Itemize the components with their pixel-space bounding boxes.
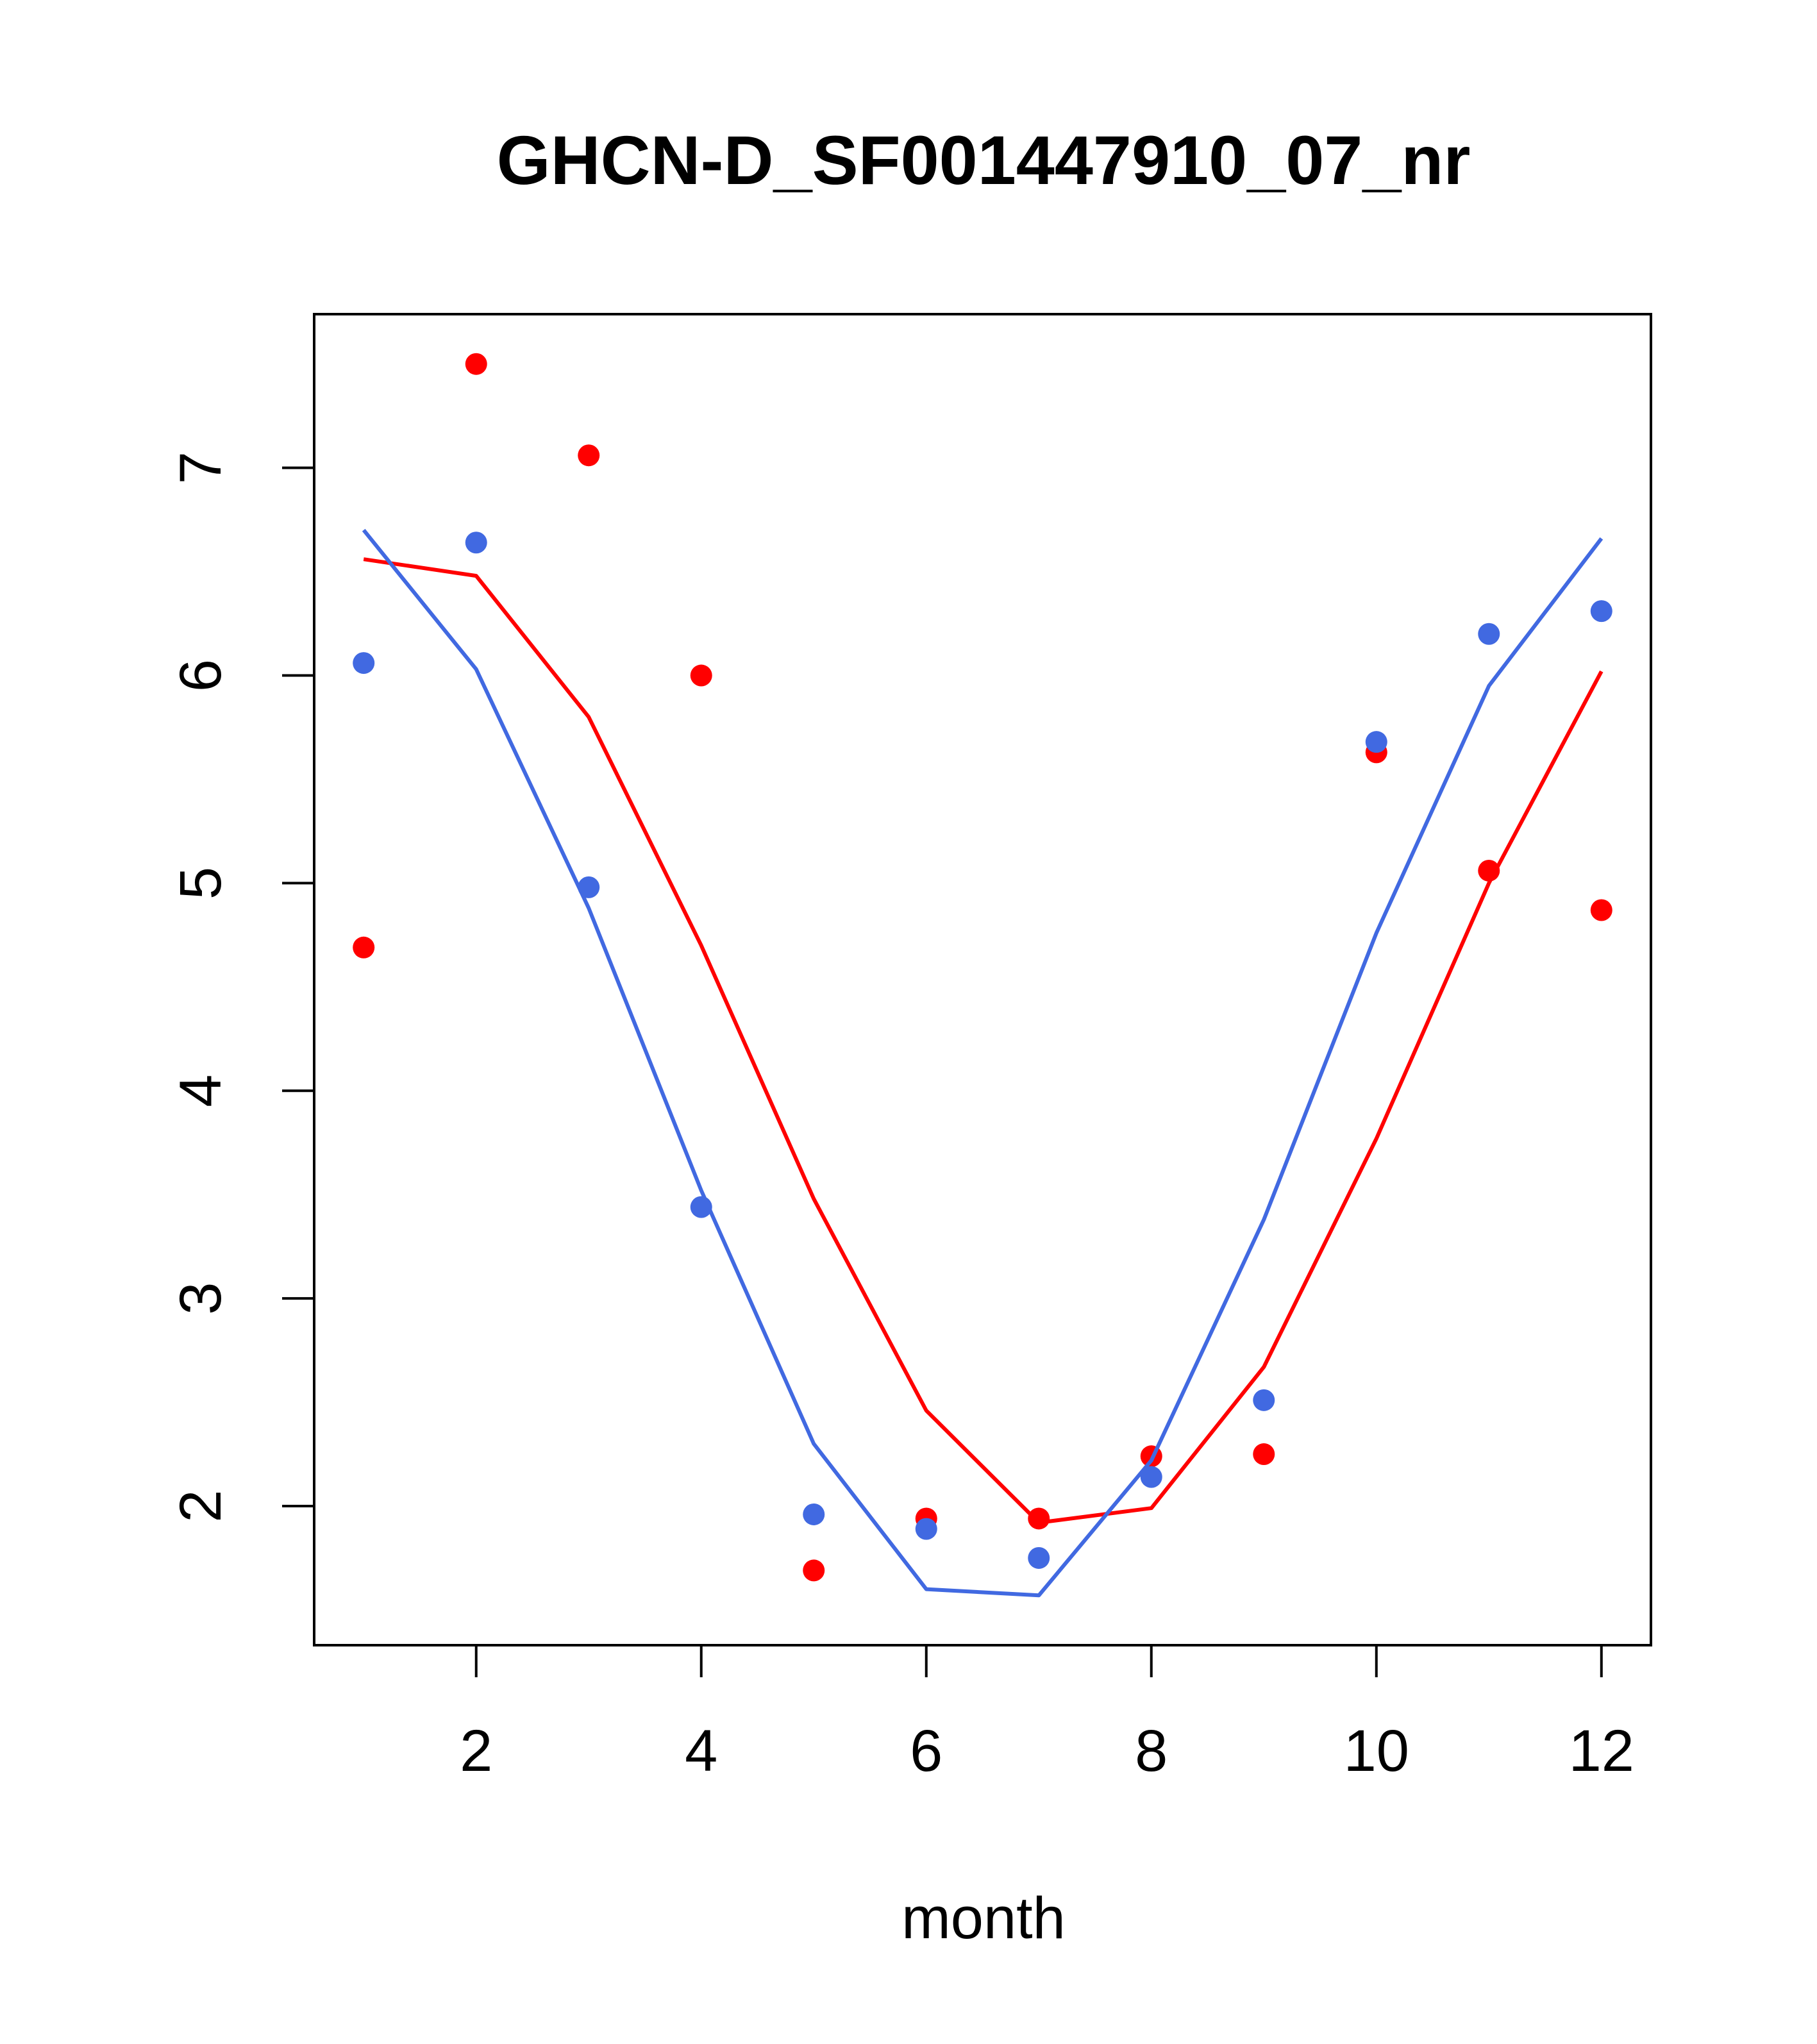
x-tick-label: 2 [460,1718,492,1784]
series-1-point [1028,1507,1050,1530]
series-2-point [465,532,487,554]
series-2-point [1140,1466,1162,1488]
x-tick-label: 6 [910,1718,942,1784]
y-tick-label: 3 [168,1282,233,1315]
x-tick-label: 8 [1135,1718,1168,1784]
series-2-point [690,1196,712,1218]
plot-frame [313,313,1652,1646]
series-1-point [690,664,712,687]
series-1-point [465,353,487,375]
y-tick-label: 7 [168,451,233,484]
series-2-point [915,1518,937,1540]
y-tick-label: 4 [168,1075,233,1107]
series-1-point [578,444,600,467]
series-1-point [1590,899,1612,921]
x-axis-label: month [901,1886,1066,1951]
series-2-point [353,652,375,674]
x-axis: 2 4 6 8 10 12 [460,1645,1634,1784]
y-axis: 2 3 4 5 6 7 [168,451,314,1523]
series-2-point [578,876,600,898]
x-tick-label: 12 [1569,1718,1634,1784]
series-1-point [1253,1443,1275,1466]
series-1-point [803,1559,825,1582]
series-2-point [1590,600,1612,623]
x-tick-label: 4 [685,1718,717,1784]
x-tick-label: 10 [1344,1718,1409,1784]
series-1-point [1478,859,1500,882]
series-2-point [1253,1389,1275,1411]
series-layer [353,353,1612,1598]
y-tick-label: 5 [168,867,233,900]
y-tick-label: 6 [168,659,233,692]
chart-title: GHCN-D_SF001447910_07_nr [497,121,1471,199]
series-2-point [803,1503,825,1525]
series-1-fit-line [363,557,1603,1525]
series-2-point [1365,731,1387,753]
series-2-fit-line [362,528,1603,1598]
series-1-point [353,936,375,959]
series-2-point [1478,623,1500,645]
series-2-point [1028,1546,1050,1569]
y-tick-label: 2 [168,1489,233,1522]
